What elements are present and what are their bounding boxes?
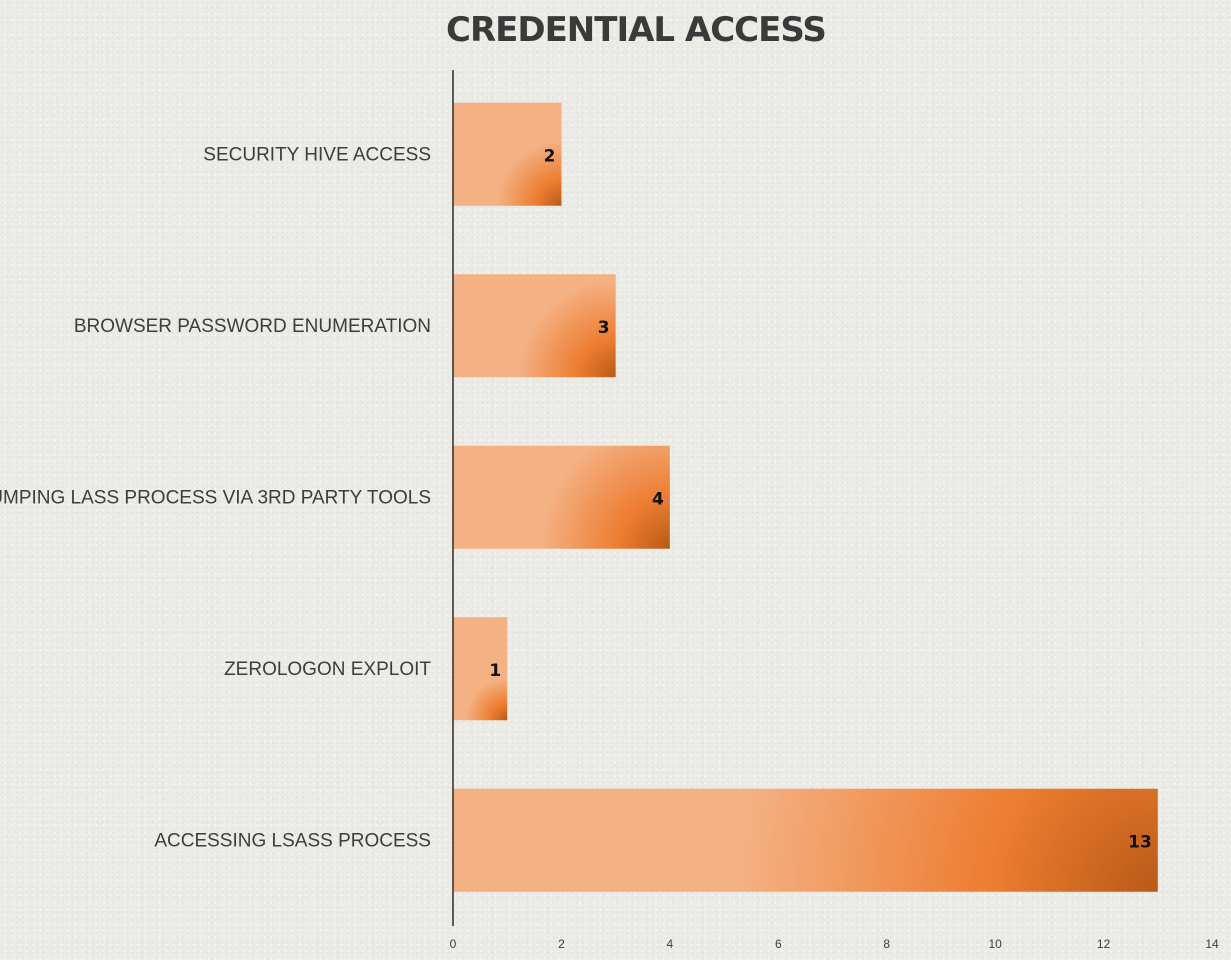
bar-browser-password-enumeration xyxy=(453,274,616,378)
data-label: 13 xyxy=(1128,832,1152,852)
category-label: ZEROLOGON EXPLOIT xyxy=(224,659,431,680)
x-tick-label: 8 xyxy=(883,937,890,951)
bar-accessing-lsass-process xyxy=(453,788,1158,892)
chart-title-text: CREDENTIAL ACCESS xyxy=(446,10,827,50)
category-label: DUMPING LASS PROCESS VIA 3RD PARTY TOOLS xyxy=(0,487,431,508)
bars-layer xyxy=(453,102,1158,892)
data-label: 3 xyxy=(598,318,610,338)
data-labels: 2 3 4 1 13 xyxy=(489,146,1151,852)
x-axis-ticks: 0 2 4 6 8 10 12 14 xyxy=(450,937,1219,951)
data-label: 4 xyxy=(652,489,664,509)
x-tick-label: 2 xyxy=(558,937,565,951)
x-tick-label: 12 xyxy=(1097,937,1111,951)
category-label: ACCESSING LSASS PROCESS xyxy=(154,830,431,851)
data-label: 1 xyxy=(489,661,501,681)
bar-zerologon-exploit xyxy=(453,617,508,721)
bar-security-hive-access xyxy=(453,102,562,206)
category-labels: SECURITY HIVE ACCESS BROWSER PASSWORD ENU… xyxy=(0,144,431,851)
x-tick-label: 4 xyxy=(667,937,674,951)
bar-dumping-lass-process-via-3rd-party-tools xyxy=(453,445,670,549)
category-label: BROWSER PASSWORD ENUMERATION xyxy=(74,316,431,337)
x-tick-label: 0 xyxy=(450,937,457,951)
category-label: SECURITY HIVE ACCESS xyxy=(203,144,431,165)
x-tick-label: 10 xyxy=(988,937,1002,951)
data-label: 2 xyxy=(544,146,556,166)
x-tick-label: 6 xyxy=(775,937,782,951)
x-tick-label: 14 xyxy=(1205,937,1219,951)
